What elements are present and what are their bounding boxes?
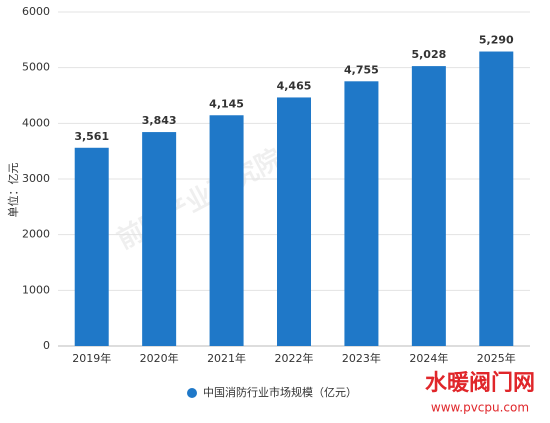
watermark: 前瞻产业研究院 — [112, 143, 287, 256]
bar — [277, 97, 311, 346]
bar — [74, 147, 109, 346]
x-tick-label: 2021年 — [207, 351, 246, 365]
x-tick-label: 2022年 — [275, 351, 314, 365]
bar — [209, 115, 244, 347]
bar — [142, 132, 177, 346]
bar — [344, 81, 379, 347]
value-label: 4,755 — [344, 63, 379, 76]
logo-title: 水暖阀门网 — [425, 370, 535, 396]
legend-marker — [187, 388, 197, 398]
bar — [479, 51, 514, 346]
y-axis-label: 单位：亿元 — [6, 163, 20, 218]
logo-url: www.pvcpu.com — [431, 401, 529, 415]
value-label: 4,465 — [277, 79, 312, 92]
legend-label: 中国消防行业市场规模（亿元） — [203, 385, 357, 399]
x-tick-label: 2020年 — [140, 351, 179, 365]
bar — [411, 66, 446, 346]
x-tick-label: 2023年 — [342, 351, 381, 365]
x-tick-label: 2025年 — [477, 351, 516, 365]
value-label: 5,290 — [479, 34, 514, 47]
y-tick-label: 0 — [43, 339, 50, 352]
y-tick-label: 1000 — [22, 283, 50, 296]
y-tick-label: 4000 — [22, 116, 50, 129]
x-tick-label: 2024年 — [409, 351, 448, 365]
x-tick-label: 2019年 — [72, 351, 111, 365]
y-tick-label: 3000 — [22, 172, 50, 185]
value-label: 3,561 — [74, 130, 109, 143]
y-tick-label: 6000 — [22, 5, 50, 18]
y-tick-label: 2000 — [22, 228, 50, 241]
y-tick-label: 5000 — [22, 61, 50, 74]
value-label: 3,843 — [142, 114, 177, 127]
value-label: 5,028 — [411, 48, 446, 61]
value-label: 4,145 — [209, 97, 244, 110]
